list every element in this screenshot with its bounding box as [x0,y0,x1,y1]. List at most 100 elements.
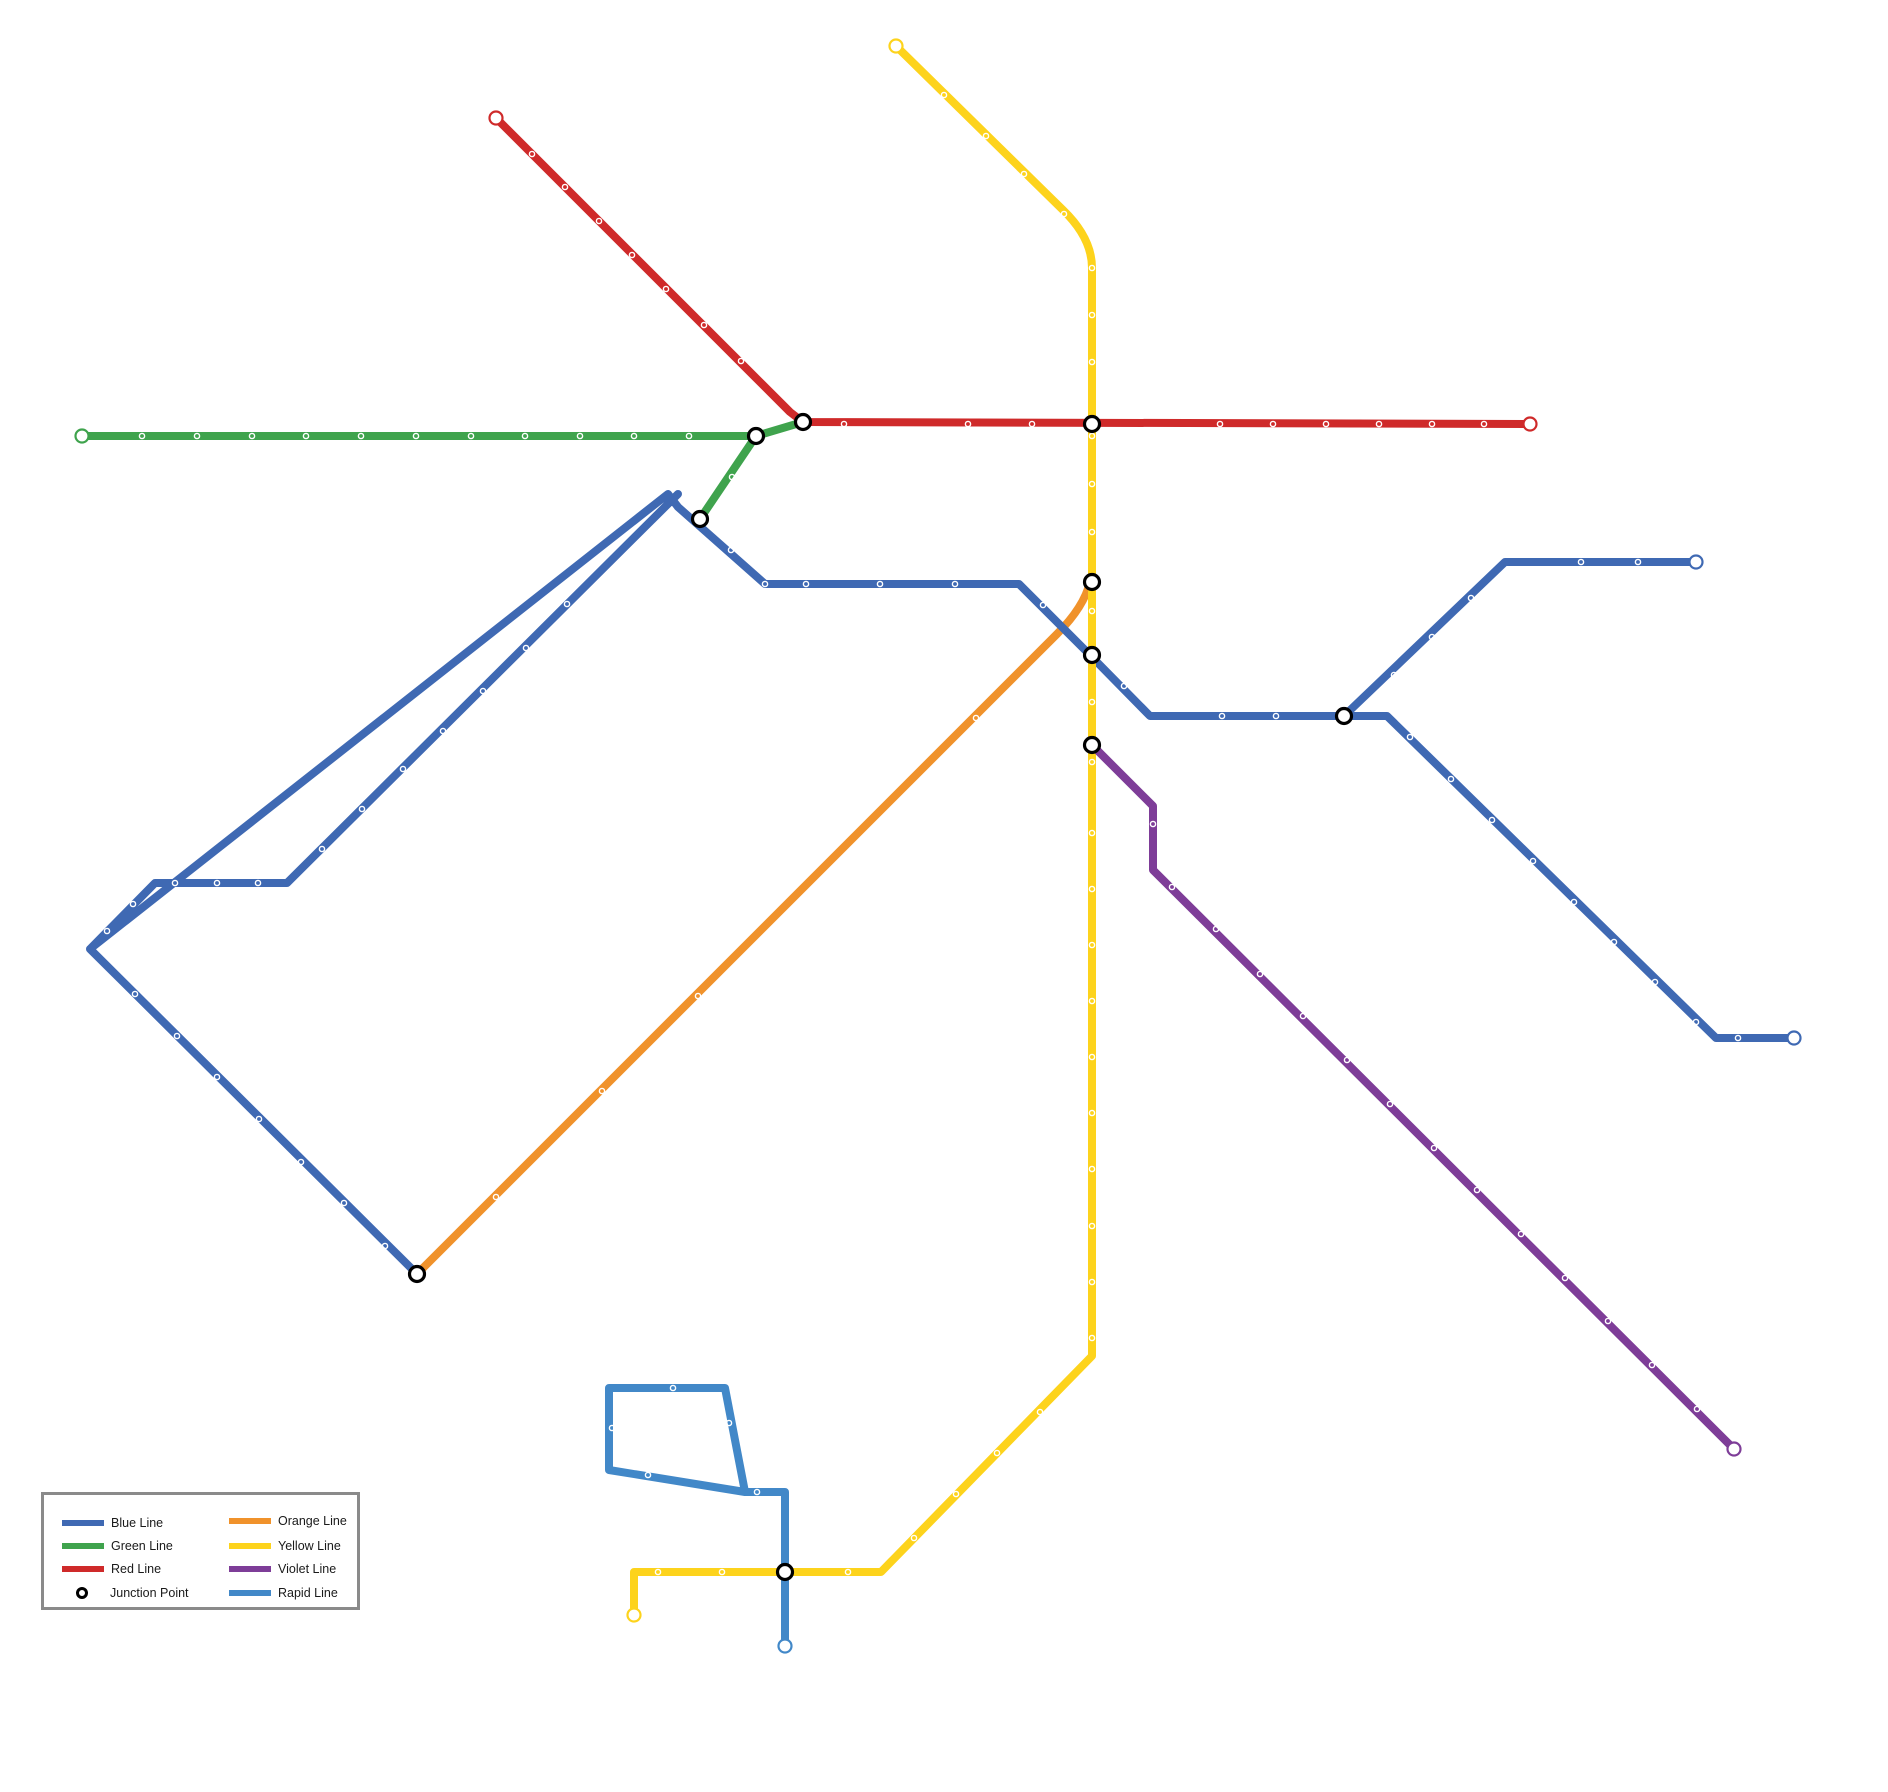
blue-line-station[interactable] [297,1158,305,1166]
junction-point[interactable] [1082,414,1102,434]
blue-line-station[interactable] [1218,712,1226,720]
blue-line-station[interactable] [1634,558,1642,566]
violet-line-station[interactable] [1343,1056,1351,1064]
orange-line-station[interactable] [972,714,980,722]
green-line-station[interactable] [248,432,256,440]
blue-line-station[interactable] [761,580,769,588]
blue-line-station[interactable] [951,580,959,588]
red-line-station[interactable] [528,150,536,158]
blue-line-station[interactable] [1610,938,1618,946]
blue-line-station[interactable] [1692,1018,1700,1026]
violet-line-terminus[interactable] [1726,1441,1742,1457]
yellow-line-station[interactable] [1088,997,1096,1005]
blue-line-station[interactable] [479,687,487,695]
blue-line-terminus[interactable] [1786,1030,1802,1046]
yellow-line-station[interactable] [1088,528,1096,536]
yellow-line-station[interactable] [1088,264,1096,272]
blue-line-station[interactable] [439,727,447,735]
yellow-line-station[interactable] [952,1490,960,1498]
junction-point[interactable] [775,1562,795,1582]
rapid-line-terminus[interactable] [777,1638,793,1654]
yellow-line-station[interactable] [1060,210,1068,218]
red-line-station[interactable] [1269,420,1277,428]
violet-line-station[interactable] [1693,1405,1701,1413]
red-line-station[interactable] [561,183,569,191]
orange-line-station[interactable] [694,992,702,1000]
junction-point[interactable] [746,426,766,446]
blue-line-station[interactable] [802,580,810,588]
blue-line-station[interactable] [1120,682,1128,690]
blue-line-station[interactable] [1488,816,1496,824]
violet-line-station[interactable] [1648,1361,1656,1369]
violet-line-station[interactable] [1212,925,1220,933]
red-line-terminus[interactable] [1522,416,1538,432]
yellow-line-station[interactable] [1088,1165,1096,1173]
green-line-station[interactable] [302,432,310,440]
blue-line-station[interactable] [213,879,221,887]
rapid-line-station[interactable] [753,1488,761,1496]
blue-line-station[interactable] [1734,1034,1742,1042]
blue-line-station[interactable] [1406,733,1414,741]
junction-point[interactable] [793,412,813,432]
blue-line-station[interactable] [1039,601,1047,609]
violet-line-station[interactable] [1386,1100,1394,1108]
blue-line-station[interactable] [727,546,735,554]
blue-line-station[interactable] [131,990,139,998]
green-line-station[interactable] [357,432,365,440]
red-line-station[interactable] [840,420,848,428]
blue-line-station[interactable] [1467,594,1475,602]
yellow-line-station[interactable] [654,1568,662,1576]
violet-line-station[interactable] [1149,820,1157,828]
yellow-line-station[interactable] [1088,607,1096,615]
yellow-line-station[interactable] [1088,358,1096,366]
blue-line-station[interactable] [1529,857,1537,865]
blue-line-station[interactable] [213,1073,221,1081]
blue-line-station[interactable] [381,1242,389,1250]
green-line-station[interactable] [521,432,529,440]
red-line-station[interactable] [662,285,670,293]
red-line-station[interactable] [1428,420,1436,428]
red-line-station[interactable] [700,321,708,329]
violet-line-station[interactable] [1473,1186,1481,1194]
red-line-station[interactable] [1480,420,1488,428]
violet-line-station[interactable] [1168,883,1176,891]
blue-line-station[interactable] [318,845,326,853]
blue-line-station[interactable] [129,900,137,908]
violet-line-station[interactable] [1561,1274,1569,1282]
yellow-line-station[interactable] [1088,1053,1096,1061]
red-line-station[interactable] [737,357,745,365]
junction-point[interactable] [1082,572,1102,592]
junction-point[interactable] [690,509,710,529]
blue-line-terminus[interactable] [1688,554,1704,570]
junction-point[interactable] [407,1264,427,1284]
yellow-line-terminus[interactable] [888,38,904,54]
blue-line-station[interactable] [876,580,884,588]
orange-line-station[interactable] [598,1087,606,1095]
blue-line-station[interactable] [1651,978,1659,986]
yellow-line-station[interactable] [940,91,948,99]
green-line-station[interactable] [728,473,736,481]
blue-line-station[interactable] [103,927,111,935]
yellow-line-station[interactable] [844,1568,852,1576]
yellow-line-station[interactable] [1020,170,1028,178]
yellow-line-station[interactable] [1088,829,1096,837]
yellow-line-station[interactable] [1088,1109,1096,1117]
orange-line-station[interactable] [492,1193,500,1201]
green-line-terminus[interactable] [74,428,90,444]
yellow-line-station[interactable] [1088,758,1096,766]
red-line-station[interactable] [595,217,603,225]
red-line-terminus[interactable] [488,110,504,126]
yellow-line-station[interactable] [1088,885,1096,893]
yellow-line-station[interactable] [1088,1278,1096,1286]
blue-line-station[interactable] [358,805,366,813]
yellow-line-terminus[interactable] [626,1607,642,1623]
yellow-line-station[interactable] [993,1449,1001,1457]
yellow-line-station[interactable] [1088,1222,1096,1230]
green-line-station[interactable] [576,432,584,440]
violet-line-station[interactable] [1256,970,1264,978]
blue-line-station[interactable] [254,879,262,887]
blue-line-station[interactable] [1272,712,1280,720]
yellow-line-station[interactable] [1088,311,1096,319]
blue-line-station[interactable] [173,1032,181,1040]
blue-line-station[interactable] [1447,775,1455,783]
